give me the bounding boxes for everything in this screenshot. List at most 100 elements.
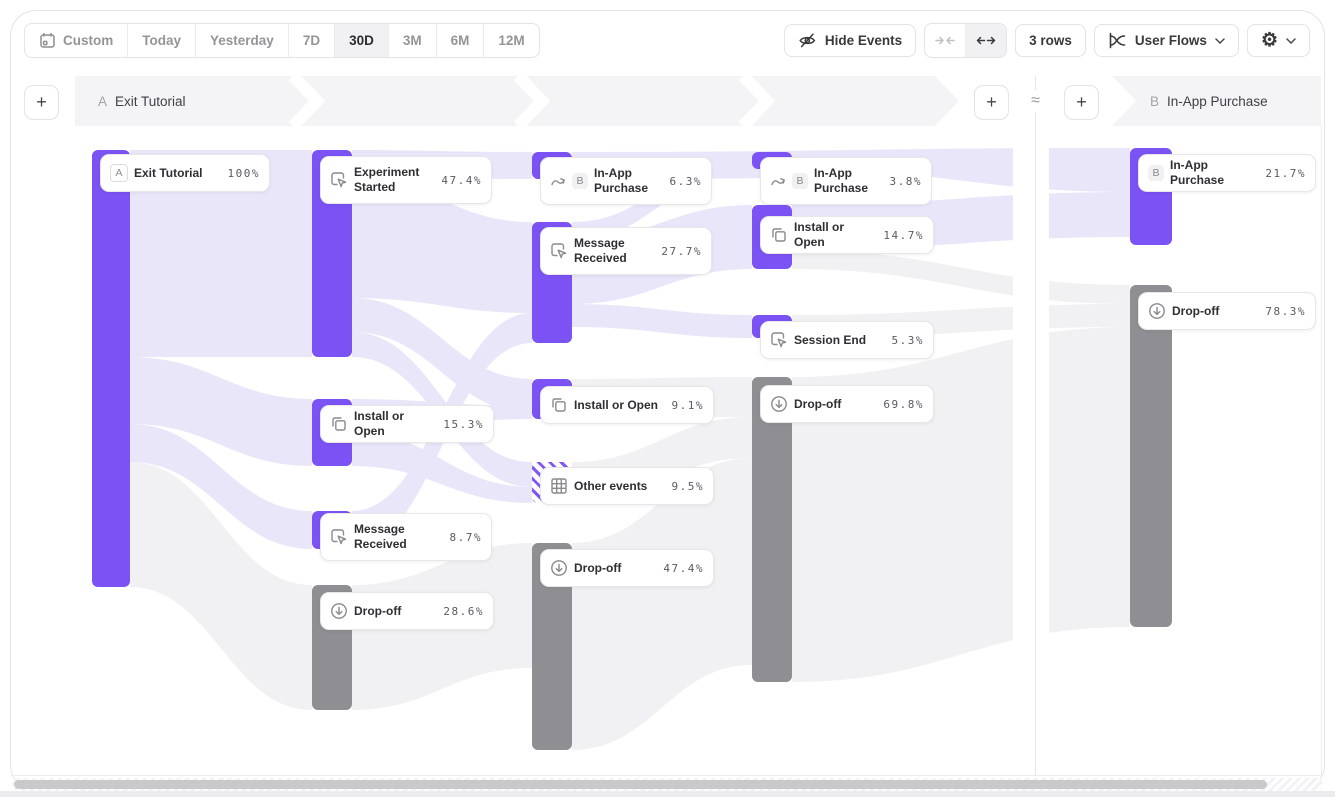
date-range-selector[interactable]: Custom Today Yesterday 7D 30D 3M 6M 12M xyxy=(24,23,540,58)
flow-card-install-or-open[interactable]: Install or Open 14.7% xyxy=(760,216,934,254)
section-divider xyxy=(1035,76,1036,775)
event-name: Session End xyxy=(794,332,867,347)
flow-card-in-app-purchase[interactable]: B In-App Purchase 21.7% xyxy=(1138,154,1316,192)
conversion-percentage: 27.7% xyxy=(661,244,702,258)
conversion-percentage: 100% xyxy=(227,166,260,180)
page-bottom-strip xyxy=(0,791,1335,797)
event-name: In-App Purchase xyxy=(594,166,649,195)
conversion-percentage: 47.4% xyxy=(441,173,482,187)
flow-card-experiment-started[interactable]: Experiment Started 47.4% xyxy=(320,156,492,204)
flow-card-install-or-open[interactable]: Install or Open 15.3% xyxy=(320,405,494,443)
dropoff-icon xyxy=(330,602,348,620)
chevron-down-icon xyxy=(1286,37,1296,44)
add-step-right-button[interactable]: + xyxy=(1064,85,1099,120)
conversion-percentage: 21.7% xyxy=(1265,166,1306,180)
flow-card-session-end[interactable]: Session End 5.3% xyxy=(760,321,934,359)
toolbar: Custom Today Yesterday 7D 30D 3M 6M 12M Hide Ev… xyxy=(24,23,1310,58)
conversion-percentage: 28.6% xyxy=(443,604,484,618)
conversion-percentage: 9.5% xyxy=(671,479,704,493)
date-range-12m[interactable]: 12M xyxy=(483,24,538,57)
conversion-percentage: 9.1% xyxy=(671,398,704,412)
conversion-percentage: 69.8% xyxy=(883,397,924,411)
event-name: Drop-off xyxy=(794,396,842,411)
arrows-collapse-icon xyxy=(935,34,955,47)
date-range-today[interactable]: Today xyxy=(127,24,195,57)
date-range-6m[interactable]: 6M xyxy=(435,24,484,57)
flow-bar-exit-tutorial[interactable] xyxy=(92,150,130,587)
expand-columns-button[interactable] xyxy=(965,24,1007,57)
dropoff-icon xyxy=(1148,302,1166,320)
conversion-percentage: 5.3% xyxy=(891,333,924,347)
conversion-percentage: 15.3% xyxy=(443,417,484,431)
step-badge-a: A xyxy=(110,164,128,182)
event-name: Drop-off xyxy=(574,560,622,575)
add-step-middle-button[interactable]: + xyxy=(974,85,1009,120)
calendar-icon xyxy=(39,32,56,49)
flow-card-drop-off[interactable]: Drop-off 69.8% xyxy=(760,385,934,423)
date-range-custom[interactable]: Custom xyxy=(25,24,127,57)
flow-steps-band[interactable] xyxy=(0,76,1335,127)
copy-icon xyxy=(550,396,568,414)
view-selector[interactable]: User Flows xyxy=(1093,24,1239,57)
eye-off-icon xyxy=(798,32,817,49)
flow-card-exit-tutorial[interactable]: A Exit Tutorial 100% xyxy=(100,154,270,192)
date-range-label: 6M xyxy=(450,33,470,48)
date-range-label: Today xyxy=(142,33,182,48)
flow-card-in-app-purchase[interactable]: B In-App Purchase 3.8% xyxy=(760,157,932,205)
arrows-expand-icon xyxy=(976,34,996,47)
date-range-3m[interactable]: 3M xyxy=(387,24,436,57)
flow-right-border xyxy=(1321,126,1322,775)
flow-card-message-received[interactable]: Message Received 8.7% xyxy=(320,513,492,561)
event-name: Experiment Started xyxy=(354,165,420,194)
flow-card-drop-off[interactable]: Drop-off 47.4% xyxy=(540,549,714,587)
hide-events-button[interactable]: Hide Events xyxy=(783,24,917,57)
event-name: In-App Purchase xyxy=(1170,158,1225,187)
copy-icon xyxy=(330,415,348,433)
date-range-label: 30D xyxy=(349,33,374,48)
chevron-down-icon xyxy=(1215,37,1225,44)
date-range-label: Custom xyxy=(63,33,114,48)
add-step-left-button[interactable]: + xyxy=(24,85,59,120)
date-range-yesterday[interactable]: Yesterday xyxy=(195,24,288,57)
collapse-columns-button[interactable] xyxy=(925,24,965,57)
conversion-percentage: 6.3% xyxy=(669,174,702,188)
date-range-30d[interactable]: 30D xyxy=(334,24,388,57)
flow-card-drop-off[interactable]: Drop-off 78.3% xyxy=(1138,292,1316,330)
event-name: Drop-off xyxy=(354,603,402,618)
step-badge-b: B xyxy=(572,173,588,189)
spacing-toggle xyxy=(924,23,1008,58)
flow-card-message-received[interactable]: Message Received 27.7% xyxy=(540,227,712,275)
grid-icon xyxy=(550,477,568,495)
flow-card-other-events[interactable]: Other events 9.5% xyxy=(540,467,714,505)
hide-events-label: Hide Events xyxy=(824,33,903,48)
settings-button[interactable]: ⚙ xyxy=(1246,24,1310,57)
gear-icon: ⚙ xyxy=(1260,30,1278,51)
horizontal-scrollbar-thumb[interactable] xyxy=(14,780,1267,789)
conversion-percentage: 3.8% xyxy=(889,174,922,188)
date-range-label: 12M xyxy=(498,33,525,48)
flow-bar-drop-off[interactable] xyxy=(752,377,792,682)
rows-button[interactable]: 3 rows xyxy=(1015,24,1086,57)
event-name: Install or Open xyxy=(354,409,405,438)
flows-icon xyxy=(1108,32,1127,49)
date-range-label: 7D xyxy=(302,33,321,48)
conversion-percentage: 78.3% xyxy=(1265,304,1306,318)
dropoff-icon xyxy=(550,559,568,577)
click-icon xyxy=(330,171,348,189)
event-name: Other events xyxy=(574,478,648,493)
click-icon xyxy=(330,528,348,546)
step-badge-b: B xyxy=(792,173,808,189)
jump-to-icon xyxy=(550,174,566,188)
date-range-7d[interactable]: 7D xyxy=(287,24,334,57)
flow-card-install-or-open[interactable]: Install or Open 9.1% xyxy=(540,386,714,424)
conversion-percentage: 8.7% xyxy=(449,530,482,544)
copy-icon xyxy=(770,226,788,244)
flow-card-drop-off[interactable]: Drop-off 28.6% xyxy=(320,592,494,630)
rows-label: 3 rows xyxy=(1029,33,1072,48)
approx-symbol: ≈ xyxy=(1022,90,1049,112)
flow-card-in-app-purchase[interactable]: B In-App Purchase 6.3% xyxy=(540,157,712,205)
flow-bar-drop-off[interactable] xyxy=(1130,285,1172,627)
view-selector-label: User Flows xyxy=(1134,33,1207,48)
conversion-percentage: 47.4% xyxy=(663,561,704,575)
